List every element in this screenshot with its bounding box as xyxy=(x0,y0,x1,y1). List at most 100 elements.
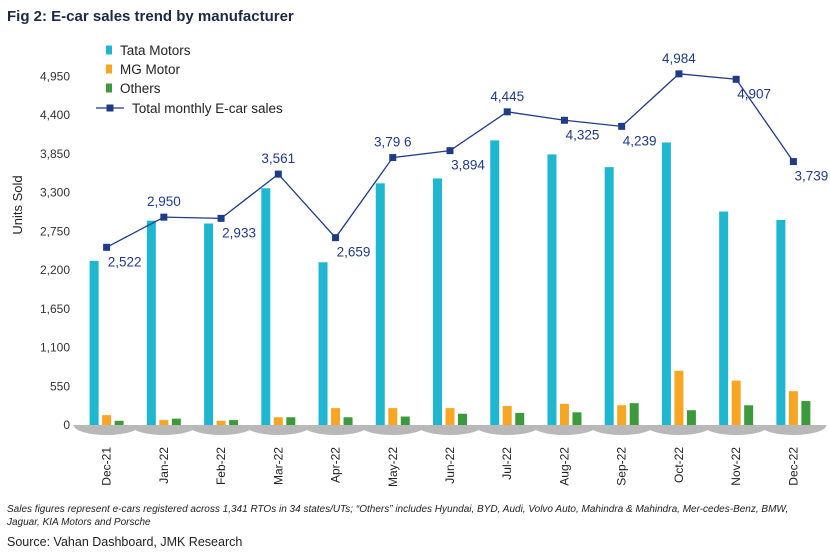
bar-mg-motor xyxy=(674,370,684,425)
y-tick-label: 2,200 xyxy=(40,263,70,277)
bar-others xyxy=(801,401,811,425)
category-base xyxy=(73,425,140,435)
x-tick-label: Dec-22 xyxy=(786,447,800,486)
line-point xyxy=(675,70,683,78)
line-data-label: 2,933 xyxy=(222,225,256,240)
source-note: Source: Vahan Dashboard, JMK Research xyxy=(7,535,243,549)
category-base xyxy=(703,425,770,435)
line-point xyxy=(160,213,168,221)
category-base xyxy=(474,425,541,435)
line-point xyxy=(274,170,282,178)
bar-tata-motors xyxy=(204,223,214,425)
category-base xyxy=(760,425,827,435)
y-tick-label: 4,950 xyxy=(40,69,70,83)
legend-marker-total-monthly-e-car-sales xyxy=(106,104,114,112)
bar-others xyxy=(229,420,239,425)
x-tick-label: Mar-22 xyxy=(271,447,285,485)
bar-mg-motor xyxy=(102,415,112,425)
bar-tata-motors xyxy=(146,220,156,425)
category-base xyxy=(645,425,712,435)
x-tick-label: Apr-22 xyxy=(329,447,343,483)
line-point xyxy=(789,158,797,166)
category-base xyxy=(359,425,426,435)
bar-marks xyxy=(89,140,811,426)
bar-others xyxy=(515,413,525,425)
line-data-label: 2,950 xyxy=(147,194,181,209)
line-data-label: 2,659 xyxy=(337,245,371,260)
bar-mg-motor xyxy=(731,380,741,425)
line-point xyxy=(503,108,511,116)
line-data-label: 4,907 xyxy=(737,86,771,101)
chart-svg: 0 550 1,100 1,650 2,200 2,750 3,300 3,850 4,400 4… xyxy=(10,43,828,487)
line-data-label: 4,445 xyxy=(490,89,524,104)
y-tick-label: 2,750 xyxy=(40,224,70,238)
bar-others xyxy=(572,412,582,425)
bar-mg-motor xyxy=(617,405,627,425)
legend-swatch-tata-motors xyxy=(106,45,112,55)
legend-label-total-monthly-e-car-sales: Total monthly E-car sales xyxy=(132,101,283,116)
bar-mg-motor xyxy=(331,408,341,425)
bar-tata-motors xyxy=(661,142,671,425)
x-tick-label: Aug-22 xyxy=(557,447,571,486)
x-tick-label: May-22 xyxy=(386,447,400,487)
category-base xyxy=(531,425,598,435)
line-total-monthly-e-car-sales xyxy=(106,73,794,248)
footnote: Sales figures represent e-cars registere… xyxy=(7,504,789,528)
bar-tata-motors xyxy=(261,188,271,425)
legend-swatch-others xyxy=(106,83,112,93)
line-point xyxy=(217,214,225,222)
line-point xyxy=(332,234,340,242)
line-point xyxy=(389,154,397,162)
bar-mg-motor xyxy=(273,417,283,425)
line-data-label: 3,561 xyxy=(261,151,295,166)
figure-title: Fig 2: E-car sales trend by manufacturer xyxy=(7,8,294,25)
bar-mg-motor xyxy=(159,420,169,425)
chart-legend: Tata Motors MG Motor Others Total monthly E… xyxy=(96,43,283,116)
bar-others xyxy=(400,416,410,425)
bar-others xyxy=(343,417,353,425)
line-point xyxy=(103,243,111,251)
bar-tata-motors xyxy=(547,154,557,426)
line-data-label: 3,894 xyxy=(451,158,485,173)
x-tick-label: Nov-22 xyxy=(729,447,743,486)
bar-tata-motors xyxy=(776,219,786,425)
x-tick-label: Sep-22 xyxy=(615,447,629,486)
line-point xyxy=(446,147,454,155)
bar-mg-motor xyxy=(388,408,398,425)
x-tick-label: Jan-22 xyxy=(157,447,171,484)
total-line: 2,522 2,950 2,933 3,561 2,659 3,79 6 3,894 4,44… xyxy=(103,51,828,269)
x-tick-label: Feb-22 xyxy=(214,447,228,485)
bar-tata-motors xyxy=(719,211,729,425)
x-tick-label: Dec-21 xyxy=(100,447,114,486)
x-tick-label: Oct-22 xyxy=(672,447,686,483)
legend-label-mg-motor: MG Motor xyxy=(120,62,181,77)
bar-others xyxy=(114,420,124,425)
line-data-label: 3,79 6 xyxy=(374,135,412,150)
category-bases xyxy=(73,425,827,435)
bar-tata-motors xyxy=(490,140,500,425)
line-data-label: 3,739 xyxy=(794,169,828,184)
line-data-label: 2,522 xyxy=(108,254,142,269)
bar-tata-motors xyxy=(89,260,99,425)
bar-others xyxy=(171,418,181,425)
bar-mg-motor xyxy=(445,408,455,425)
bar-mg-motor xyxy=(788,391,798,425)
y-tick-label: 3,300 xyxy=(40,186,70,200)
bar-tata-motors xyxy=(433,178,442,425)
bar-mg-motor xyxy=(559,403,569,425)
y-tick-label: 1,100 xyxy=(40,341,70,355)
y-tick-label: 0 xyxy=(63,418,70,432)
x-tick-label: Jun-22 xyxy=(443,447,457,484)
category-base xyxy=(417,425,483,435)
bar-tata-motors xyxy=(604,167,614,426)
bar-others xyxy=(286,417,296,425)
bar-others xyxy=(744,405,754,425)
line-data-label: 4,984 xyxy=(662,51,696,66)
line-point xyxy=(618,122,626,130)
legend-swatch-mg-motor xyxy=(106,64,112,74)
bar-others xyxy=(629,403,639,425)
bar-others xyxy=(686,410,696,425)
bar-tata-motors xyxy=(375,183,385,425)
y-tick-label: 4,400 xyxy=(40,108,70,122)
category-base xyxy=(302,425,369,435)
